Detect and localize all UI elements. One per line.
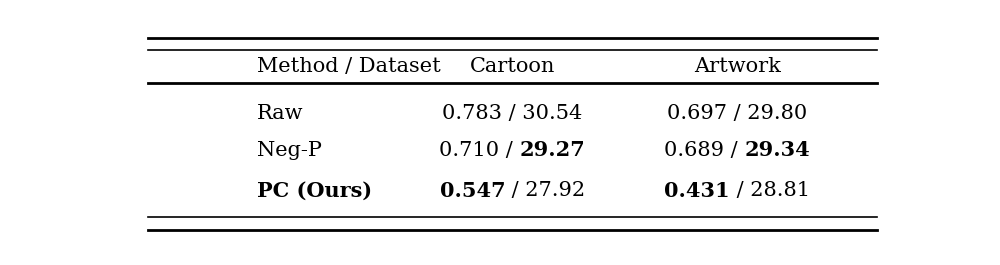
Text: 0.783 / 30.54: 0.783 / 30.54 <box>442 104 583 123</box>
Text: / 27.92: / 27.92 <box>505 182 585 200</box>
Text: Artwork: Artwork <box>694 57 781 76</box>
Text: Raw: Raw <box>257 104 303 123</box>
Text: Cartoon: Cartoon <box>470 57 555 76</box>
Text: 0.547: 0.547 <box>440 181 505 201</box>
Text: PC (Ours): PC (Ours) <box>257 181 372 201</box>
Text: Neg-P: Neg-P <box>257 141 322 160</box>
Text: 0.710 /: 0.710 / <box>439 141 520 160</box>
Text: 0.689 /: 0.689 / <box>664 141 744 160</box>
Text: 0.431: 0.431 <box>664 181 730 201</box>
Text: 29.27: 29.27 <box>520 140 586 160</box>
Text: 29.34: 29.34 <box>745 140 810 160</box>
Text: Method / Dataset: Method / Dataset <box>257 57 440 76</box>
Text: / 28.81: / 28.81 <box>730 182 810 200</box>
Text: 0.697 / 29.80: 0.697 / 29.80 <box>667 104 807 123</box>
